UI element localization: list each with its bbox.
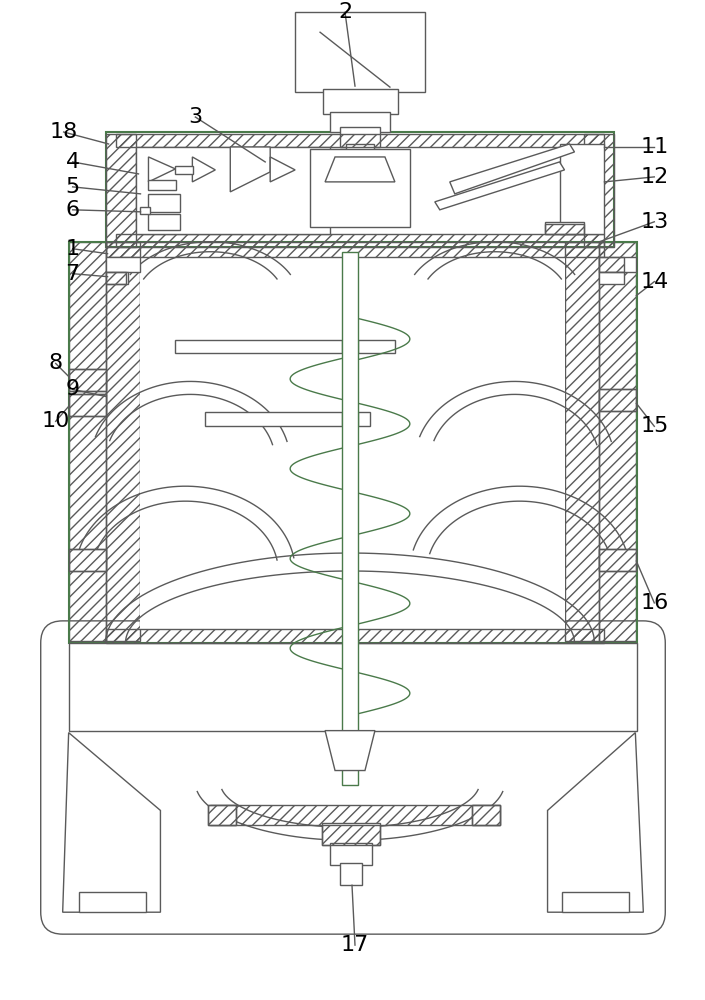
Bar	[295, 12, 425, 92]
Bar	[340, 127, 380, 147]
Polygon shape	[270, 157, 295, 182]
Bar	[330, 112, 390, 132]
Text: 4: 4	[66, 152, 80, 172]
Text: 10: 10	[42, 411, 70, 431]
Bar	[140, 207, 150, 214]
Bar	[342, 252, 358, 785]
Polygon shape	[450, 144, 575, 194]
Text: 15: 15	[640, 416, 668, 436]
Bar	[176, 340, 342, 353]
Polygon shape	[325, 731, 375, 771]
Bar	[599, 257, 637, 272]
FancyBboxPatch shape	[41, 621, 666, 934]
Text: 12: 12	[640, 167, 668, 187]
Polygon shape	[192, 157, 215, 182]
Bar	[176, 166, 193, 174]
Text: 9: 9	[66, 379, 80, 399]
Polygon shape	[63, 733, 161, 912]
Bar	[323, 89, 398, 114]
Bar	[310, 149, 410, 227]
Text: 13: 13	[640, 212, 668, 232]
Polygon shape	[231, 147, 270, 192]
Bar	[599, 272, 625, 284]
Text: 7: 7	[66, 264, 80, 284]
Bar	[330, 843, 372, 865]
Bar	[205, 412, 342, 426]
Bar	[560, 144, 604, 234]
Text: 2: 2	[338, 2, 352, 22]
Polygon shape	[435, 162, 565, 210]
Bar	[149, 180, 176, 190]
Bar	[472, 805, 500, 825]
Text: 17: 17	[341, 935, 369, 955]
Bar	[140, 257, 565, 629]
Bar	[544, 222, 584, 234]
Bar	[599, 549, 637, 571]
Bar	[135, 147, 330, 234]
Bar	[68, 394, 106, 416]
Bar	[358, 340, 395, 353]
Polygon shape	[548, 733, 644, 912]
Text: 11: 11	[640, 137, 668, 157]
Text: 16: 16	[640, 593, 668, 613]
Bar	[106, 132, 614, 247]
Bar	[68, 242, 637, 643]
Bar	[346, 144, 374, 162]
Bar	[561, 892, 630, 912]
Bar	[106, 272, 128, 284]
Bar	[68, 643, 637, 731]
Polygon shape	[149, 157, 176, 182]
Text: 6: 6	[66, 200, 80, 220]
Bar	[209, 805, 236, 825]
Bar	[358, 412, 370, 426]
Bar	[149, 194, 180, 212]
Text: 14: 14	[640, 272, 668, 292]
Bar	[149, 214, 180, 230]
Bar	[599, 389, 637, 411]
Bar	[106, 257, 140, 272]
Text: 1: 1	[66, 239, 80, 259]
Bar	[68, 549, 106, 571]
Bar	[68, 369, 106, 391]
Bar	[340, 863, 362, 885]
Text: 5: 5	[66, 177, 80, 197]
Text: 18: 18	[49, 122, 78, 142]
Bar	[79, 892, 147, 912]
Bar	[322, 823, 380, 845]
Text: 8: 8	[49, 353, 63, 373]
Polygon shape	[325, 157, 395, 182]
Text: 3: 3	[188, 107, 202, 127]
